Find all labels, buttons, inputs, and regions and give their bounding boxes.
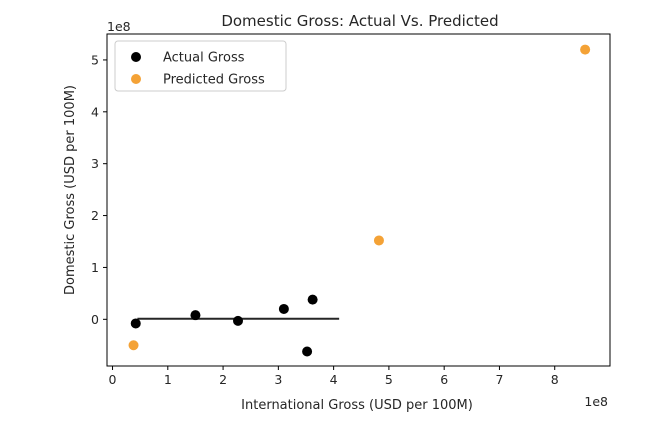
legend-marker [131, 52, 141, 62]
predicted-gross-point [128, 340, 139, 351]
y-axis-offset-label: 1e8 [107, 19, 131, 34]
y-tick-label: 2 [91, 208, 99, 223]
axes-frame [106, 33, 611, 367]
x-tick-label: 0 [109, 372, 117, 387]
x-tick-label: 2 [219, 372, 227, 387]
x-axis-offset-label: 1e8 [584, 394, 608, 409]
x-tick-label: 5 [385, 372, 393, 387]
plot-area [106, 33, 611, 367]
legend-marker [131, 74, 141, 84]
actual-gross-point [233, 315, 244, 326]
legend-box [114, 40, 287, 92]
x-tick-label: 1 [164, 372, 172, 387]
points-layer [128, 44, 591, 357]
actual-gross-point [278, 303, 289, 314]
y-offset-text: 1e8 [107, 19, 131, 34]
legend-label: Predicted Gross [163, 73, 265, 88]
y-tick-label: 1 [91, 260, 99, 275]
x-tick-label: 8 [551, 372, 559, 387]
y-tick-label: 0 [91, 312, 99, 327]
x-tick-label: 6 [440, 372, 448, 387]
chart-title: Domestic Gross: Actual Vs. Predicted [221, 12, 498, 30]
x-axis-ticks: 0 1 2 3 4 5 6 7 8 [109, 366, 559, 387]
x-tick-label: 4 [330, 372, 338, 387]
x-axis-label: International Gross (USD per 100M) [241, 398, 473, 413]
y-axis-label: Domestic Gross (USD per 100M) [63, 85, 78, 295]
actual-gross-point [130, 318, 141, 329]
predicted-gross-point [373, 235, 384, 246]
x-offset-text: 1e8 [584, 394, 608, 409]
y-axis-ticks: 0 1 2 3 4 5 [91, 52, 107, 327]
actual-gross-point [307, 294, 318, 305]
y-tick-label: 3 [91, 156, 99, 171]
y-tick-label: 5 [91, 52, 99, 67]
actual-gross-point [302, 346, 313, 357]
x-tick-label: 3 [274, 372, 282, 387]
actual-gross-point [190, 310, 201, 321]
y-tick-label: 4 [91, 104, 99, 119]
predicted-gross-point [580, 44, 591, 55]
legend-label: Actual Gross [163, 51, 245, 66]
legend: Actual Gross Predicted Gross [114, 40, 287, 92]
x-tick-label: 7 [495, 372, 503, 387]
